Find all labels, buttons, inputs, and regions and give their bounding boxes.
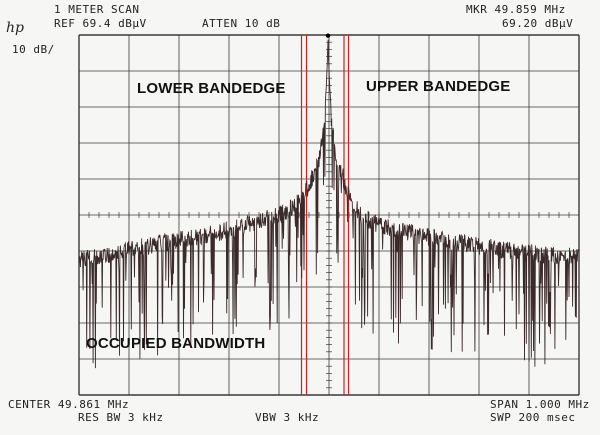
upper-bandedge-label: UPPER BANDEDGE [366, 78, 511, 95]
video-bandwidth: VBW 3 kHz [255, 411, 320, 424]
scan-title: 1 METER SCAN [54, 3, 140, 16]
resolution-bandwidth: RES BW 3 kHz [78, 411, 164, 424]
ref-level: REF 69.4 dBµV [54, 17, 147, 30]
marker-dot [325, 33, 331, 38]
sweep-time: SWP 200 msec [490, 411, 576, 424]
graticule [78, 34, 580, 396]
occupied-bandwidth-label: OCCUPIED BANDWIDTH [86, 335, 266, 352]
center-frequency: CENTER 49.861 MHz [8, 398, 130, 411]
lower-bandedge-label: LOWER BANDEDGE [137, 80, 286, 97]
spectrum-trace [78, 39, 580, 369]
marker-frequency: MKR 49.859 MHz [466, 3, 566, 16]
hp-logo: hp [6, 20, 24, 36]
attenuation: ATTEN 10 dB [202, 17, 281, 30]
scale-per-div: 10 dB/ [12, 43, 55, 56]
marker-level: 69.20 dBµV [502, 17, 574, 30]
frequency-span: SPAN 1.000 MHz [490, 398, 590, 411]
